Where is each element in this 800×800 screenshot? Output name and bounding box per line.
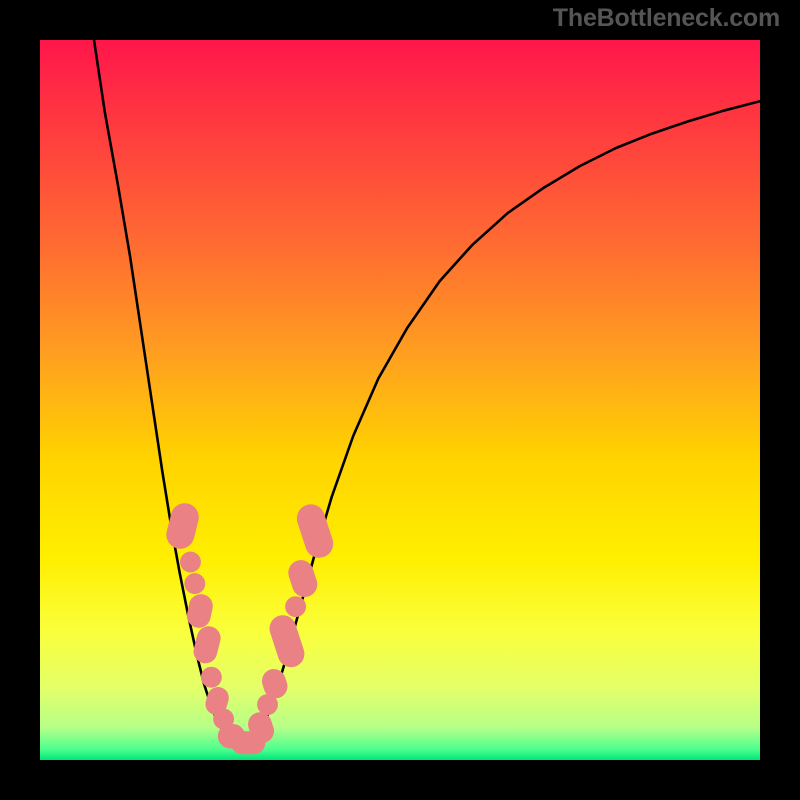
data-marker [184, 573, 205, 594]
data-marker [201, 667, 222, 688]
data-marker [180, 552, 201, 573]
frame-right [760, 0, 800, 800]
data-marker [266, 612, 308, 671]
frame-bottom [0, 760, 800, 800]
chart-stage: TheBottleneck.com [0, 0, 800, 800]
data-marker [285, 596, 306, 617]
plot-area [40, 40, 760, 760]
watermark-text: TheBottleneck.com [553, 4, 780, 33]
data-marker [293, 501, 337, 562]
chart-svg [40, 40, 760, 760]
data-marker [191, 624, 223, 666]
data-marker [285, 557, 321, 600]
frame-left [0, 0, 40, 800]
bottleneck-curve [94, 40, 760, 746]
